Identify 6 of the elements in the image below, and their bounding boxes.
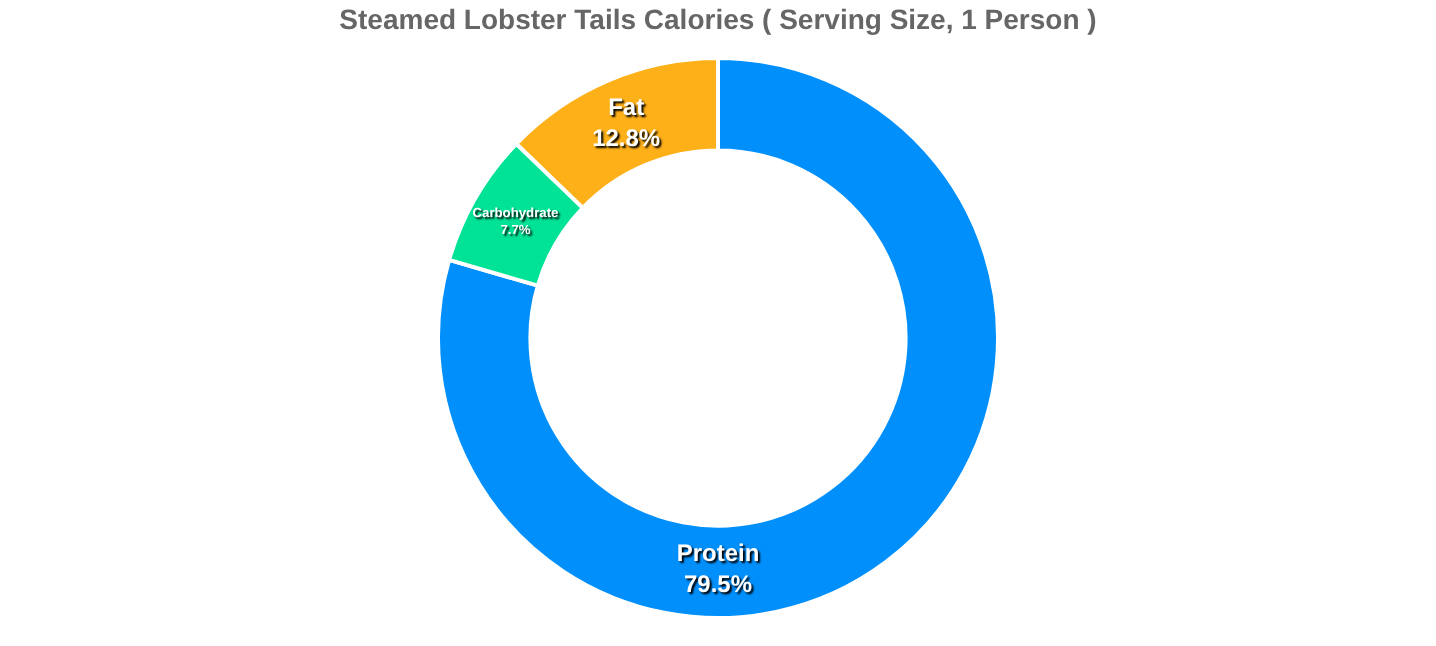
chart-title: Steamed Lobster Tails Calories ( Serving Size, 1 Person ) xyxy=(339,3,1097,36)
data-label: 79.5% xyxy=(683,570,753,599)
slice-label: Fat xyxy=(608,93,645,122)
slice-label: Protein xyxy=(676,539,760,568)
data-label: 12.8% xyxy=(592,124,661,153)
donut-slice xyxy=(436,56,1000,620)
